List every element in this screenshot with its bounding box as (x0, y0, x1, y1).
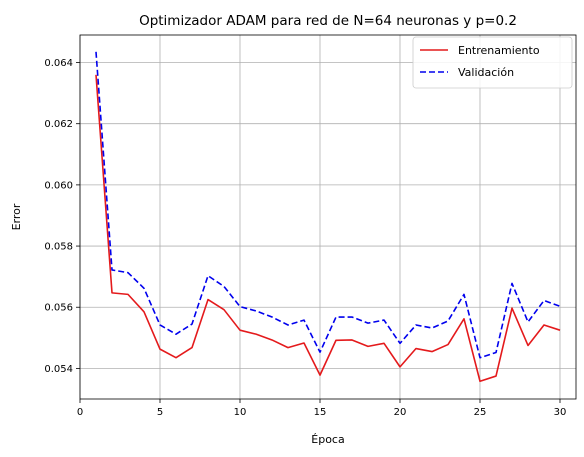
grid (79, 35, 576, 399)
x-tick-label: 0 (77, 407, 83, 418)
plot-frame (79, 34, 577, 400)
legend-entrenamiento-label: Entrenamiento (458, 44, 540, 57)
x-axis-label: Época (311, 433, 344, 446)
y-tick-label: 0.062 (44, 119, 73, 130)
y-tick-label: 0.064 (44, 58, 73, 69)
axis-ticks: 0 5 10 15 20 25 30 0.054 0.056 0.058 0.060 0.062 0.0… (44, 58, 566, 418)
x-tick-label: 10 (234, 407, 247, 418)
legend-validacion-label: Validación (458, 66, 514, 79)
y-tick-label: 0.060 (44, 180, 73, 191)
x-tick-label: 20 (394, 407, 407, 418)
legend-box (412, 36, 573, 89)
series-line-validacion (95, 51, 561, 359)
legend: Entrenamiento Validación (412, 36, 573, 89)
series-line-entrenamiento (95, 74, 561, 383)
chart-title: Optimizador ADAM para red de N=64 neuron… (139, 13, 517, 29)
x-tick-label: 30 (554, 407, 567, 418)
x-tick-label: 5 (157, 407, 163, 418)
y-tick-label: 0.058 (44, 242, 73, 253)
series-layer (95, 51, 561, 383)
y-axis-label: Error (10, 203, 23, 230)
y-tick-label: 0.054 (44, 364, 73, 375)
x-tick-label: 25 (474, 407, 487, 418)
y-tick-label: 0.056 (44, 303, 73, 314)
x-tick-label: 15 (314, 407, 327, 418)
